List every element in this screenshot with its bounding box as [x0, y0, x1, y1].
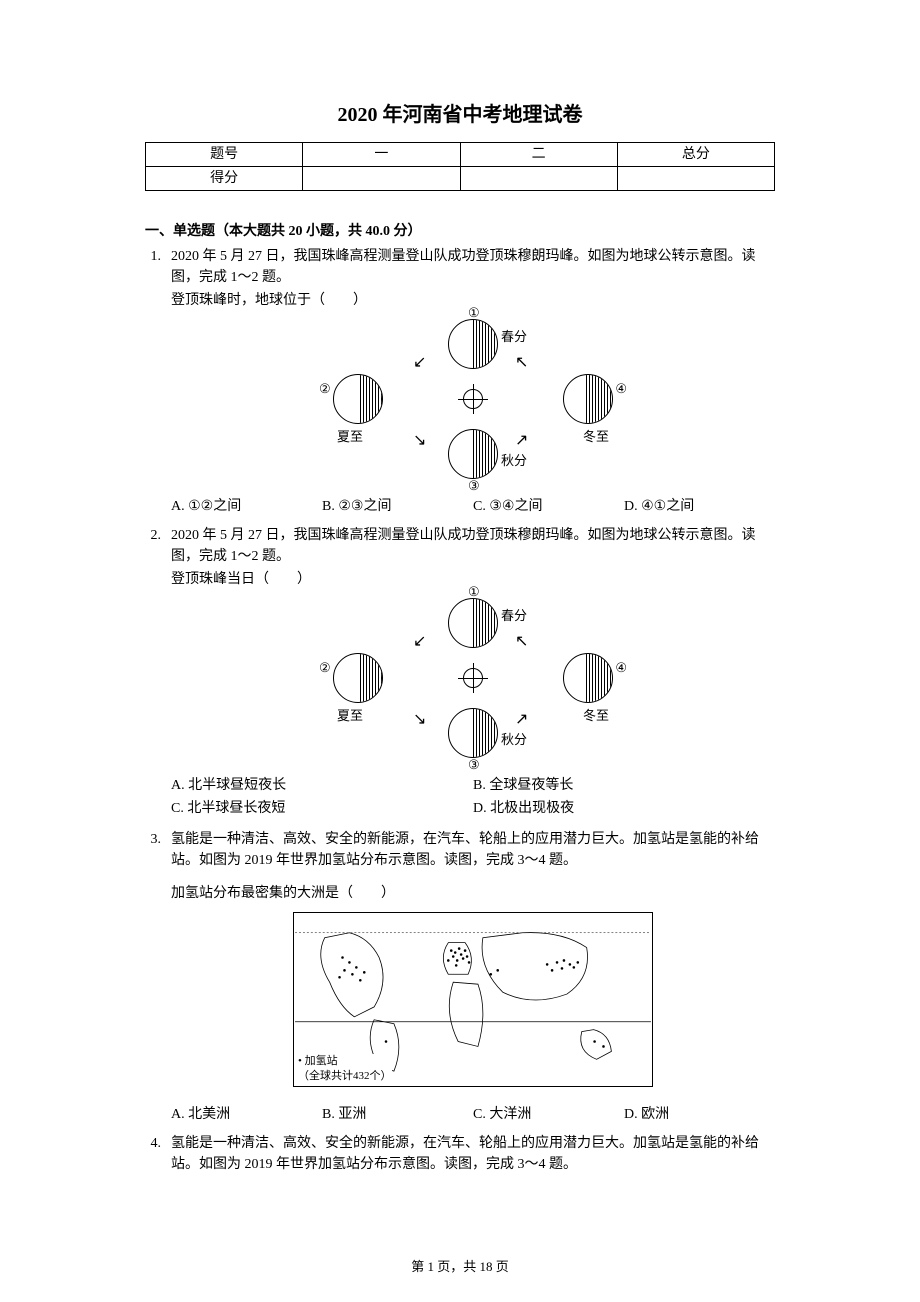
q2-number: 2. [145, 525, 171, 823]
question-3: 3. 氢能是一种清洁、高效、安全的新能源，在汽车、轮船上的应用潜力巨大。加氢站是… [145, 829, 775, 1127]
orbit-n3: ③ [468, 476, 480, 496]
legend-dot: • 加氢站 [298, 1054, 392, 1068]
q1-number: 1. [145, 246, 171, 519]
td-score-2 [460, 167, 617, 191]
orbit-n1: ① [468, 303, 480, 323]
orbit2-summer: 夏至 [337, 706, 363, 726]
q1-optB: B. ②③之间 [322, 496, 473, 517]
page-number: 第 1 页，共 18 页 [0, 1257, 920, 1277]
legend-count: （全球共计432个） [298, 1069, 392, 1083]
q4-number: 4. [145, 1133, 171, 1177]
orbit-winter: 冬至 [583, 427, 609, 447]
page-title: 2020 年河南省中考地理试卷 [145, 100, 775, 130]
world-map: • 加氢站 （全球共计432个） [293, 912, 653, 1087]
td-score-label: 得分 [146, 167, 303, 191]
q3-optC: C. 大洋洲 [473, 1104, 624, 1125]
q3-optA: A. 北美洲 [171, 1104, 322, 1125]
orbit-autumn: 秋分 [501, 451, 527, 471]
orbit2-spring: 春分 [501, 606, 527, 626]
th-one: 一 [303, 143, 460, 167]
question-4: 4. 氢能是一种清洁、高效、安全的新能源，在汽车、轮船上的应用潜力巨大。加氢站是… [145, 1133, 775, 1177]
question-2: 2. 2020 年 5 月 27 日，我国珠峰高程测量登山队成功登顶珠穆朗玛峰。… [145, 525, 775, 823]
th-two: 二 [460, 143, 617, 167]
q4-text-1: 氢能是一种清洁、高效、安全的新能源，在汽车、轮船上的应用潜力巨大。加氢站是氢能的… [171, 1133, 775, 1175]
orbit2-n2: ② [319, 658, 331, 678]
orbit2-autumn: 秋分 [501, 730, 527, 750]
q2-optB: B. 全球昼夜等长 [473, 775, 775, 796]
orbit2-n3: ③ [468, 755, 480, 775]
q2-text-1: 2020 年 5 月 27 日，我国珠峰高程测量登山队成功登顶珠穆朗玛峰。如图为… [171, 525, 775, 567]
orbit2-winter: 冬至 [583, 706, 609, 726]
orbit-n4: ④ [615, 379, 627, 399]
q1-text-1: 2020 年 5 月 27 日，我国珠峰高程测量登山队成功登顶珠穆朗玛峰。如图为… [171, 246, 775, 288]
th-num: 题号 [146, 143, 303, 167]
q2-optC: C. 北半球昼长夜短 [171, 798, 473, 819]
q3-number: 3. [145, 829, 171, 1127]
q3-options: A. 北美洲 B. 亚洲 C. 大洋洲 D. 欧洲 [171, 1104, 775, 1125]
q2-optD: D. 北极出现极夜 [473, 798, 775, 819]
q1-optD: D. ④①之间 [624, 496, 775, 517]
q3-text-2: 加氢站分布最密集的大洲是（ ） [171, 883, 775, 904]
q3-optB: B. 亚洲 [322, 1104, 473, 1125]
question-1: 1. 2020 年 5 月 27 日，我国珠峰高程测量登山队成功登顶珠穆朗玛峰。… [145, 246, 775, 519]
q3-text-1: 氢能是一种清洁、高效、安全的新能源，在汽车、轮船上的应用潜力巨大。加氢站是氢能的… [171, 829, 775, 871]
q2-options: A. 北半球昼短夜长 B. 全球昼夜等长 C. 北半球昼长夜短 D. 北极出现极… [171, 775, 775, 821]
orbit-summer: 夏至 [337, 427, 363, 447]
map-legend: • 加氢站 （全球共计432个） [298, 1054, 392, 1083]
orbit2-n4: ④ [615, 658, 627, 678]
td-score-total [617, 167, 774, 191]
orbit-diagram-2: ↙ ↘ ↖ ↗ ① 春分 ② 夏至 ④ 冬至 秋分 ③ [333, 598, 613, 758]
q2-optA: A. 北半球昼短夜长 [171, 775, 473, 796]
q1-options: A. ①②之间 B. ②③之间 C. ③④之间 D. ④①之间 [171, 496, 775, 517]
score-table: 题号 一 二 总分 得分 [145, 142, 775, 191]
q1-optC: C. ③④之间 [473, 496, 624, 517]
q1-optA: A. ①②之间 [171, 496, 322, 517]
orbit2-n1: ① [468, 582, 480, 602]
q3-optD: D. 欧洲 [624, 1104, 775, 1125]
orbit-spring: 春分 [501, 327, 527, 347]
orbit-diagram: ↙ ↘ ↖ ↗ ① 春分 ② 夏至 ④ 冬至 秋分 ③ [333, 319, 613, 479]
td-score-1 [303, 167, 460, 191]
orbit-n2: ② [319, 379, 331, 399]
section-heading: 一、单选题（本大题共 20 小题，共 40.0 分） [145, 221, 775, 242]
th-total: 总分 [617, 143, 774, 167]
